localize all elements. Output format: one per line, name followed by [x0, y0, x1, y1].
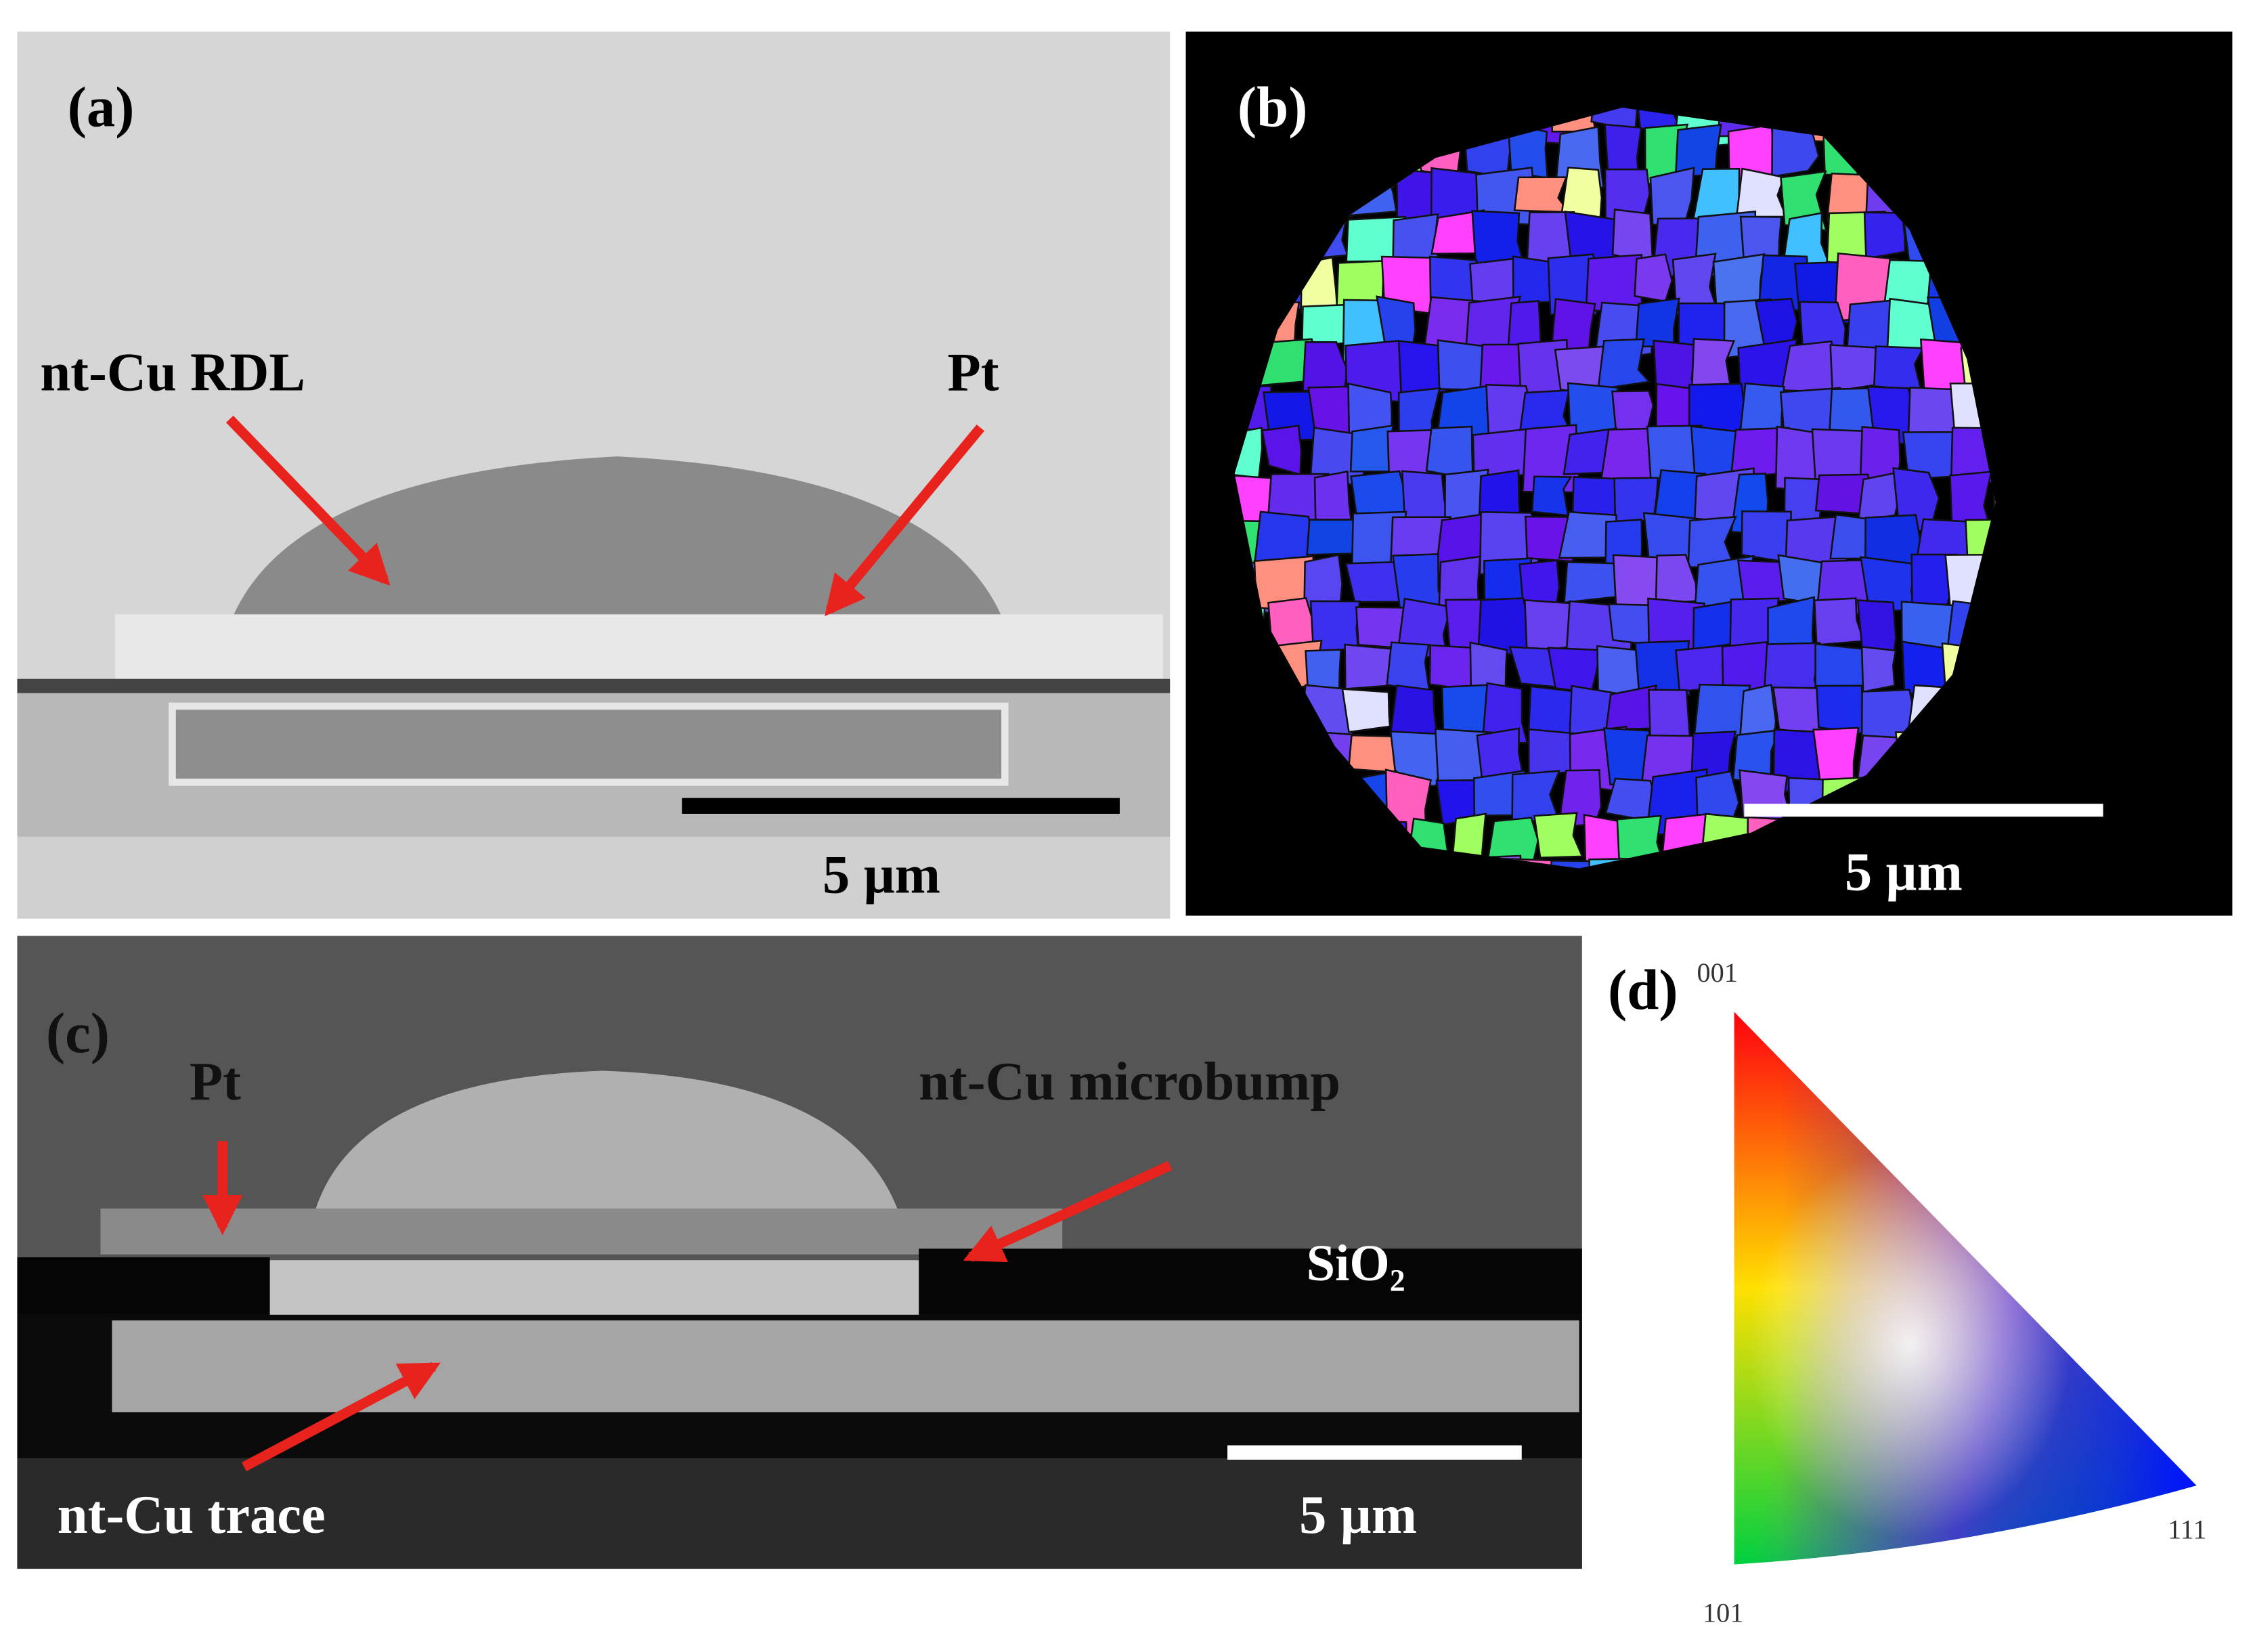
grain	[1386, 641, 1431, 695]
corner-label: 101	[1703, 1597, 1743, 1628]
annotation: Pt	[190, 1051, 241, 1112]
grain	[1306, 519, 1357, 556]
grain	[1829, 344, 1881, 393]
grain	[1341, 688, 1391, 733]
grain	[1634, 253, 1674, 303]
grain	[1690, 338, 1736, 390]
annotation: nt-Cu RDL	[40, 343, 305, 403]
scale-label: 5 µm	[823, 845, 940, 905]
grain	[1547, 647, 1602, 694]
sio2	[919, 1248, 1582, 1315]
grain	[1863, 211, 1906, 260]
grain	[1511, 770, 1561, 823]
grain	[1873, 345, 1925, 392]
grain	[1674, 123, 1722, 177]
corner-label: 111	[2168, 1515, 2206, 1545]
arrow	[242, 1362, 441, 1472]
grain	[1261, 425, 1303, 476]
trace	[169, 702, 1009, 786]
grain	[1389, 684, 1439, 739]
grain	[1611, 209, 1654, 265]
panel-d: (d) 001 101 111	[1608, 957, 2206, 1628]
grain	[1336, 260, 1384, 310]
grain	[1425, 425, 1474, 481]
arrow	[825, 425, 985, 617]
corner-label: 001	[1697, 957, 1737, 988]
grain	[1533, 812, 1584, 859]
panel-c: (c) Pt nt-Cu microbump SiO₂ nt-Cu trace …	[17, 936, 1582, 1569]
grain	[1349, 425, 1395, 473]
grain	[1597, 338, 1651, 391]
interface	[17, 678, 1171, 693]
lower-region	[17, 836, 1171, 919]
trace-layer	[112, 1320, 1579, 1412]
grain	[1476, 727, 1525, 781]
grain	[1469, 641, 1508, 693]
panel-label: (b)	[1238, 76, 1308, 139]
grain	[1813, 597, 1865, 646]
lower-region	[17, 1458, 1582, 1569]
grain	[1518, 389, 1571, 437]
panel-label: (d)	[1608, 958, 1678, 1022]
bump-dome	[315, 1070, 898, 1209]
grain	[1649, 167, 1695, 227]
pt-layer	[100, 1208, 1063, 1255]
scale-bar	[1227, 1445, 1522, 1460]
panel-label: (c)	[46, 1001, 110, 1065]
arrow	[225, 415, 391, 586]
panel-label: (a)	[68, 76, 135, 139]
annotation: Pt	[948, 343, 999, 403]
pt-layer	[114, 614, 1163, 679]
ipf-shade	[1734, 1012, 2197, 1565]
grain	[1234, 427, 1263, 479]
scale-bar	[1744, 804, 2103, 817]
grain	[1376, 295, 1416, 351]
panel-b: (b) 5 µm	[1185, 31, 2233, 916]
arrow	[963, 1160, 1173, 1263]
grain	[1507, 300, 1542, 351]
microbump-layer	[269, 1260, 919, 1318]
grain	[1815, 684, 1868, 735]
grain	[1860, 645, 1897, 693]
grain	[1687, 515, 1737, 571]
scale-bar	[682, 798, 1120, 814]
grain	[1780, 340, 1839, 393]
scale-label: 5 µm	[1845, 842, 1963, 902]
grain	[1507, 122, 1549, 179]
annotation: SiO₂	[1307, 1234, 1405, 1292]
grain	[1754, 297, 1798, 353]
annotation: nt-Cu microbump	[919, 1051, 1340, 1112]
grain	[1739, 215, 1783, 262]
grain	[1635, 107, 1680, 130]
scale-label: 5 µm	[1299, 1485, 1417, 1545]
grain	[1611, 390, 1655, 435]
sio2	[17, 1257, 270, 1315]
annotation: nt-Cu trace	[58, 1485, 326, 1545]
grain	[1462, 854, 1523, 869]
grain	[1313, 470, 1353, 523]
grain	[1522, 424, 1582, 494]
grain	[1590, 107, 1644, 132]
grain	[1735, 167, 1788, 218]
rdl-dome	[230, 456, 1005, 625]
grain	[1531, 475, 1573, 517]
panel-a: (a) nt-Cu RDL Pt 5 µm	[17, 31, 1171, 919]
